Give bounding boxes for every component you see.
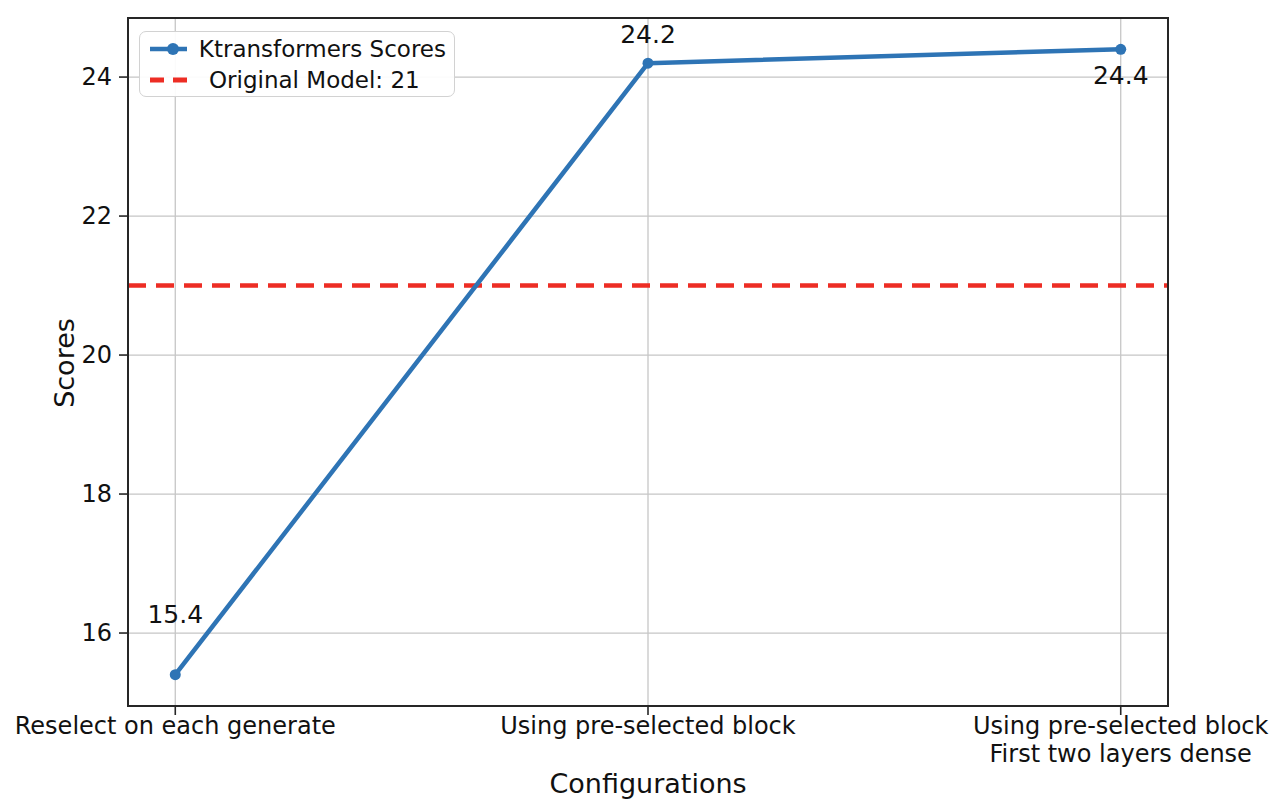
figure-background bbox=[0, 0, 1280, 803]
y-tick-label: 22 bbox=[0, 200, 112, 232]
data-label: 15.4 bbox=[95, 600, 255, 630]
y-tick-label: 24 bbox=[0, 61, 112, 93]
legend-item-original-model: Original Model: 21 bbox=[149, 67, 446, 93]
y-tick-label: 18 bbox=[0, 478, 112, 510]
legend-label-original-model: Original Model: 21 bbox=[209, 67, 420, 93]
data-label: 24.4 bbox=[1041, 61, 1201, 91]
chart-figure: Configurations Scores Ktransformers Scor… bbox=[0, 0, 1280, 803]
legend: Ktransformers Scores Original Model: 21 bbox=[139, 31, 455, 97]
chart-canvas bbox=[0, 0, 1280, 803]
data-point-marker bbox=[1115, 44, 1126, 55]
y-tick-label: 20 bbox=[0, 339, 112, 371]
x-tick-label: Using pre-selected block bbox=[428, 712, 868, 740]
legend-item-ktransformers-scores: Ktransformers Scores bbox=[149, 36, 446, 62]
x-axis-label: Configurations bbox=[448, 768, 848, 800]
legend-dashed-line-icon bbox=[149, 71, 197, 89]
data-label: 24.2 bbox=[568, 20, 728, 50]
x-tick-label: Using pre-selected block First two layer… bbox=[901, 712, 1280, 768]
data-point-marker bbox=[643, 58, 654, 69]
legend-solid-line-marker-icon bbox=[149, 40, 187, 58]
data-point-marker bbox=[170, 669, 181, 680]
legend-label-ktransformers-scores: Ktransformers Scores bbox=[199, 36, 446, 62]
x-tick-label: Reselect on each generate bbox=[0, 712, 395, 740]
